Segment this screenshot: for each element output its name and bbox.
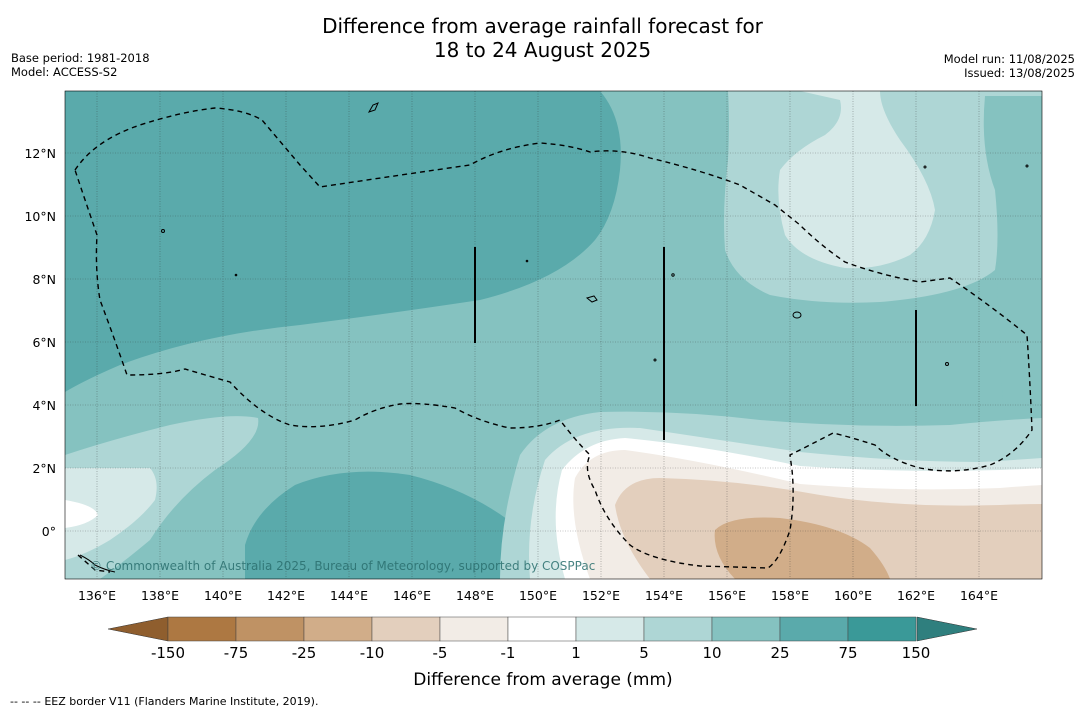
contour-25-75mm-north bbox=[65, 91, 621, 392]
model-text: Model: ACCESS-S2 bbox=[11, 65, 118, 79]
lat-tick-label: 2°N bbox=[32, 461, 56, 476]
lon-tick-label: 146°E bbox=[393, 588, 431, 603]
lat-tick-label: 0° bbox=[42, 524, 56, 539]
lat-tick-label: 10°N bbox=[24, 209, 56, 224]
colorbar-extend-high bbox=[916, 616, 978, 642]
lon-tick-label: 154°E bbox=[645, 588, 683, 603]
contour-1-5mm-west bbox=[65, 468, 157, 560]
model-run-text: Model run: 11/08/2025 bbox=[943, 52, 1075, 66]
boundary-lines bbox=[474, 247, 917, 440]
footer-note: -- -- -- EEZ border V11 (Flanders Marine… bbox=[10, 695, 318, 708]
eez-legend-symbol: -- -- -- bbox=[10, 695, 41, 708]
lon-tick-label: 160°E bbox=[834, 588, 872, 603]
lat-tick-label: 4°N bbox=[32, 398, 56, 413]
copyright-watermark: © Commonwealth of Australia 2025, Bureau… bbox=[90, 559, 595, 573]
colorbar-tick-label: -1 bbox=[501, 644, 516, 662]
lon-tick-label: 148°E bbox=[456, 588, 494, 603]
colorbar-tick-label: 75 bbox=[838, 644, 857, 662]
colorbar-segment bbox=[779, 616, 849, 642]
meta-left: Base period: 1981-2018 Model: ACCESS-S2 bbox=[11, 51, 150, 79]
eez-legend-text: EEZ border V11 (Flanders Marine Institut… bbox=[44, 695, 319, 708]
map-fill: © Commonwealth of Australia 2025, Bureau… bbox=[65, 91, 1042, 579]
colorbar-extend-low bbox=[107, 616, 169, 642]
lat-tick-label: 6°N bbox=[32, 335, 56, 350]
lon-tick-label: 162°E bbox=[897, 588, 935, 603]
colorbar-segment bbox=[643, 616, 713, 642]
graticule bbox=[65, 91, 1042, 579]
colorbar-segment bbox=[439, 616, 509, 642]
title-line-2: 18 to 24 August 2025 bbox=[433, 38, 652, 62]
colorbar-tick-label: -150 bbox=[151, 644, 185, 662]
title-line-1: Difference from average rainfall forecas… bbox=[322, 14, 763, 38]
colorbar-segment bbox=[371, 616, 441, 642]
lon-tick-label: 142°E bbox=[267, 588, 305, 603]
contour-25-75mm-south bbox=[245, 471, 575, 579]
lon-axis: 136°E 138°E 140°E 142°E 144°E 146°E 148°… bbox=[78, 588, 998, 603]
colorbar-tick-label: 5 bbox=[639, 644, 649, 662]
colorbar-segment bbox=[575, 616, 645, 642]
contour-minus-10-25mm bbox=[714, 517, 890, 579]
lon-tick-label: 140°E bbox=[204, 588, 242, 603]
contour-10-25mm-east bbox=[983, 96, 1042, 440]
colorbar-segment bbox=[507, 616, 577, 642]
eez-border bbox=[74, 107, 1033, 573]
colorbar-segment bbox=[167, 616, 237, 642]
islands bbox=[79, 102, 1029, 573]
lon-tick-label: 136°E bbox=[78, 588, 116, 603]
meta-right: Model run: 11/08/2025 Issued: 13/08/2025 bbox=[944, 52, 1075, 80]
colorbar-segment bbox=[303, 616, 373, 642]
colorbar: -150 -75 -25 -10 -5 -1 1 5 10 25 75 150 Difference … bbox=[107, 616, 978, 690]
colorbar-tick-label: -75 bbox=[224, 644, 249, 662]
colorbar-tick-label: 10 bbox=[702, 644, 721, 662]
contour-1-5mm-ne bbox=[778, 91, 935, 269]
colorbar-tick-label: 1 bbox=[571, 644, 581, 662]
colorbar-segment bbox=[235, 616, 305, 642]
chart-title: Difference from average rainfall forecas… bbox=[0, 14, 1085, 62]
lat-tick-label: 12°N bbox=[24, 146, 56, 161]
lon-tick-label: 152°E bbox=[582, 588, 620, 603]
colorbar-segment bbox=[711, 616, 781, 642]
colorbar-tick-label: -5 bbox=[433, 644, 448, 662]
issued-text: Issued: 13/08/2025 bbox=[964, 66, 1075, 80]
lon-tick-label: 150°E bbox=[519, 588, 557, 603]
colorbar-label: Difference from average (mm) bbox=[413, 670, 672, 690]
lon-tick-label: 144°E bbox=[330, 588, 368, 603]
lon-tick-label: 138°E bbox=[141, 588, 179, 603]
lat-tick-label: 8°N bbox=[32, 272, 56, 287]
base-period-text: Base period: 1981-2018 bbox=[11, 51, 150, 65]
contour-5-10mm-west bbox=[65, 416, 259, 579]
colorbar-tick-label: -25 bbox=[292, 644, 317, 662]
colorbar-tick-label: 25 bbox=[770, 644, 789, 662]
lon-tick-label: 164°E bbox=[960, 588, 998, 603]
colorbar-tick-label: 150 bbox=[902, 644, 931, 662]
lon-tick-label: 158°E bbox=[771, 588, 809, 603]
colorbar-tick-label: -10 bbox=[360, 644, 385, 662]
map-frame bbox=[64, 90, 1043, 580]
lon-tick-label: 156°E bbox=[708, 588, 746, 603]
colorbar-segment bbox=[847, 616, 917, 642]
lat-axis: 0° 2°N 4°N 6°N 8°N 10°N 12°N bbox=[24, 146, 56, 539]
